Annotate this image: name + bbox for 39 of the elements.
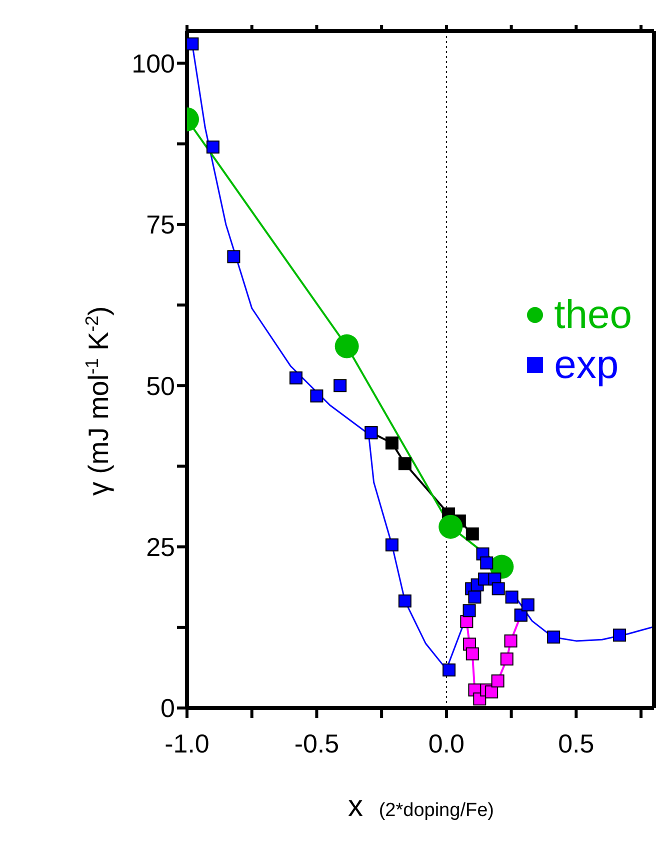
- x-tick-label: 0.0: [428, 728, 465, 758]
- x-axis-title: x (2*doping/Fe): [348, 790, 494, 823]
- point: [442, 663, 456, 676]
- point: [385, 436, 398, 450]
- point: [187, 37, 199, 50]
- point: [385, 538, 398, 552]
- point: [466, 527, 479, 540]
- x-tick-label: -1.0: [164, 728, 210, 758]
- point: [491, 674, 504, 688]
- point: [466, 647, 479, 660]
- y-tick-label: 25: [146, 532, 175, 562]
- y-tick-label: 50: [146, 370, 175, 401]
- legend-label: exp: [554, 342, 619, 389]
- point: [462, 604, 476, 618]
- point: [521, 598, 534, 612]
- point: [289, 371, 302, 384]
- point: [468, 590, 482, 604]
- point: [492, 582, 505, 596]
- y-tick-label: 75: [146, 210, 175, 240]
- y-tick-label: 100: [132, 48, 175, 78]
- y-tick-label: 0: [160, 693, 175, 724]
- point: [398, 594, 412, 608]
- legend-label: theo: [554, 292, 632, 339]
- point: [398, 457, 412, 470]
- point: [334, 334, 359, 358]
- x-tick-label: 0.5: [558, 728, 594, 758]
- point: [612, 628, 626, 642]
- point: [438, 514, 463, 539]
- point: [485, 685, 498, 698]
- point: [504, 634, 518, 648]
- point: [547, 630, 560, 644]
- point: [505, 590, 518, 604]
- point: [480, 556, 494, 570]
- point: [206, 140, 220, 154]
- point: [227, 250, 240, 264]
- point: [500, 652, 514, 666]
- point: [334, 379, 347, 392]
- x-tick-label: -0.5: [294, 728, 340, 758]
- point: [310, 389, 324, 402]
